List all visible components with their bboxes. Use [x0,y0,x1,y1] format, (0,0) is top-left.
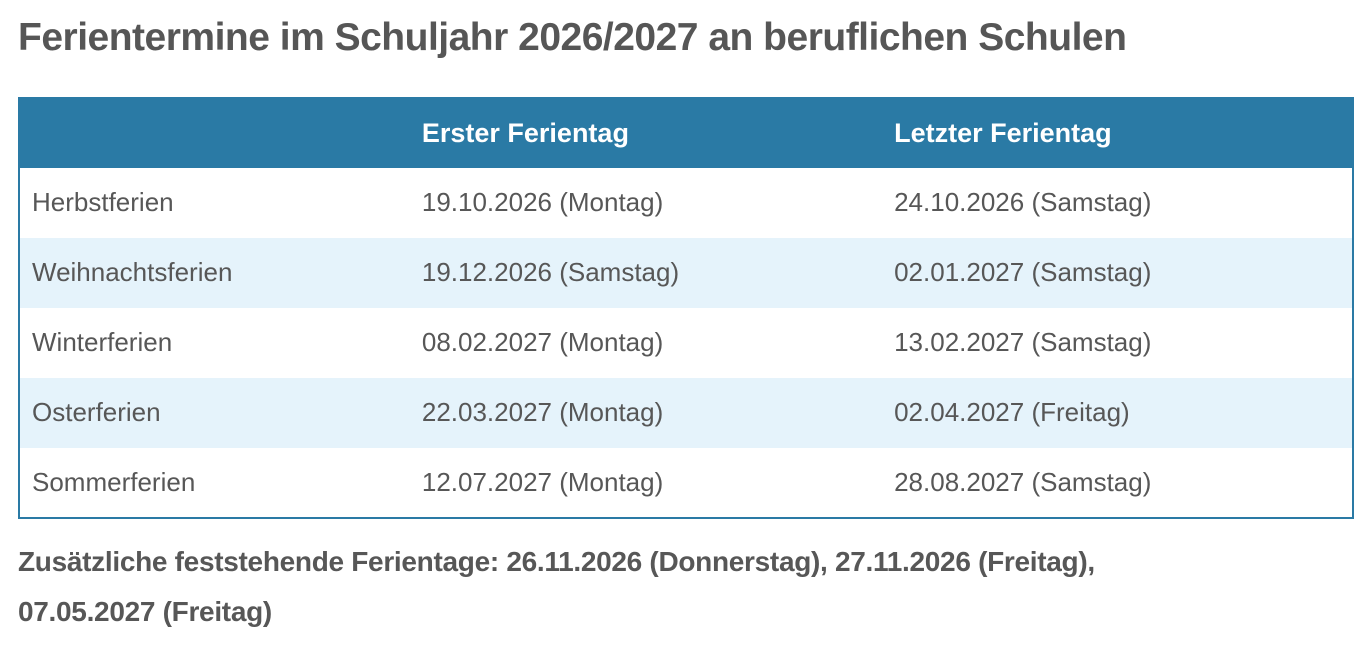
holiday-first-day: 19.10.2026 (Montag) [421,187,664,218]
holiday-first-day: 08.02.2027 (Montag) [421,327,664,358]
holiday-first-day: 22.03.2027 (Montag) [421,397,664,428]
table-body: Herbstferien 19.10.2026 (Montag) 24.10.2… [19,167,1353,518]
column-header-holiday [19,97,410,168]
holiday-name: Winterferien [32,327,173,358]
column-header-first-day: Erster Ferientag [409,97,883,168]
table-row: Sommerferien 12.07.2027 (Montag) 28.08.2… [19,447,1353,518]
holiday-first-day: 19.12.2026 (Samstag) [421,257,680,288]
holiday-last-day: 13.02.2027 (Samstag) [894,327,1152,358]
table-row: Weihnachtsferien 19.12.2026 (Samstag) 02… [19,237,1353,308]
additional-holidays-note-line2: 07.05.2027 (Freitag) [18,596,272,628]
holiday-dates-table: Erster Ferientag Letzter Ferientag Herbs… [18,96,1354,519]
holiday-last-day: 24.10.2026 (Samstag) [894,187,1152,218]
additional-holidays-note-line1: Zusätzliche feststehende Ferientage: 26.… [18,545,1095,577]
holiday-name: Weihnachtsferien [32,257,233,288]
page-title: Ferientermine im Schuljahr 2026/2027 an … [18,16,1127,59]
holiday-last-day: 28.08.2027 (Samstag) [894,466,1152,497]
table-row: Osterferien 22.03.2027 (Montag) 02.04.20… [19,377,1353,448]
additional-holidays-note: Zusätzliche feststehende Ferientage: 26.… [18,537,1354,638]
holiday-name: Herbstferien [32,187,174,218]
holiday-first-day: 12.07.2027 (Montag) [421,466,664,497]
holiday-name: Sommerferien [32,466,196,497]
holiday-name: Osterferien [32,397,161,428]
table-header: Erster Ferientag Letzter Ferientag [19,97,1353,168]
holiday-last-day: 02.01.2027 (Samstag) [894,257,1152,288]
table-header-row: Erster Ferientag Letzter Ferientag [19,97,1353,168]
column-header-last-day: Letzter Ferientag [882,97,1353,168]
table-row: Winterferien 08.02.2027 (Montag) 13.02.2… [19,307,1353,378]
table-row: Herbstferien 19.10.2026 (Montag) 24.10.2… [19,167,1353,238]
holiday-last-day: 02.04.2027 (Freitag) [894,397,1130,428]
